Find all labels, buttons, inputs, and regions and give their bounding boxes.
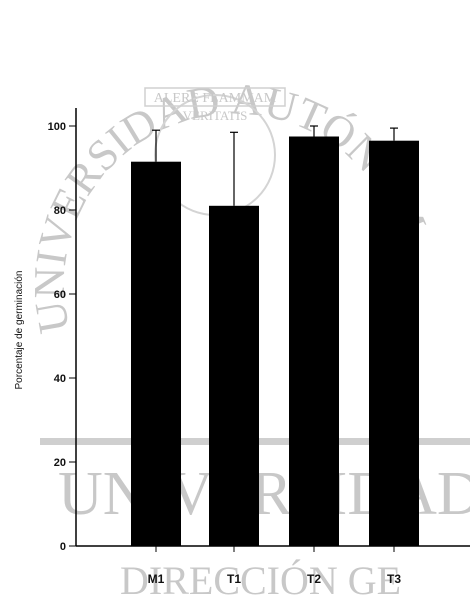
x-tick-label-t3: T3 xyxy=(387,572,401,586)
bar-t2 xyxy=(289,136,339,546)
y-tick-label-0: 0 xyxy=(60,541,66,553)
watermark-motto-box xyxy=(144,87,286,107)
y-tick-label-80: 80 xyxy=(54,205,66,217)
bar-t1 xyxy=(209,205,259,547)
watermark-bottom-text: DIRECCIÓN GE xyxy=(120,558,401,597)
y-axis-title: Porcentaje de germinación xyxy=(14,271,25,390)
x-tick-label-t2: T2 xyxy=(307,572,321,586)
watermark-motto-bottom: VERITATIS xyxy=(183,108,248,123)
y-tick-label-60: 60 xyxy=(54,289,66,301)
y-tick-label-40: 40 xyxy=(54,373,66,385)
y-tick-label-100: 100 xyxy=(48,121,66,133)
x-tick-label-t1: T1 xyxy=(227,572,241,586)
bar-t3 xyxy=(369,140,419,546)
plot-area: 0 20 40 60 80 100 M1 T1 T2 T3 Porcentaje de germ… xyxy=(14,108,470,586)
y-tick-label-20: 20 xyxy=(54,457,66,469)
x-tick-label-m1: M1 xyxy=(148,572,165,586)
bar-m1 xyxy=(131,161,181,546)
watermark-motto-top: ALERE FLAMMAM xyxy=(154,91,277,106)
